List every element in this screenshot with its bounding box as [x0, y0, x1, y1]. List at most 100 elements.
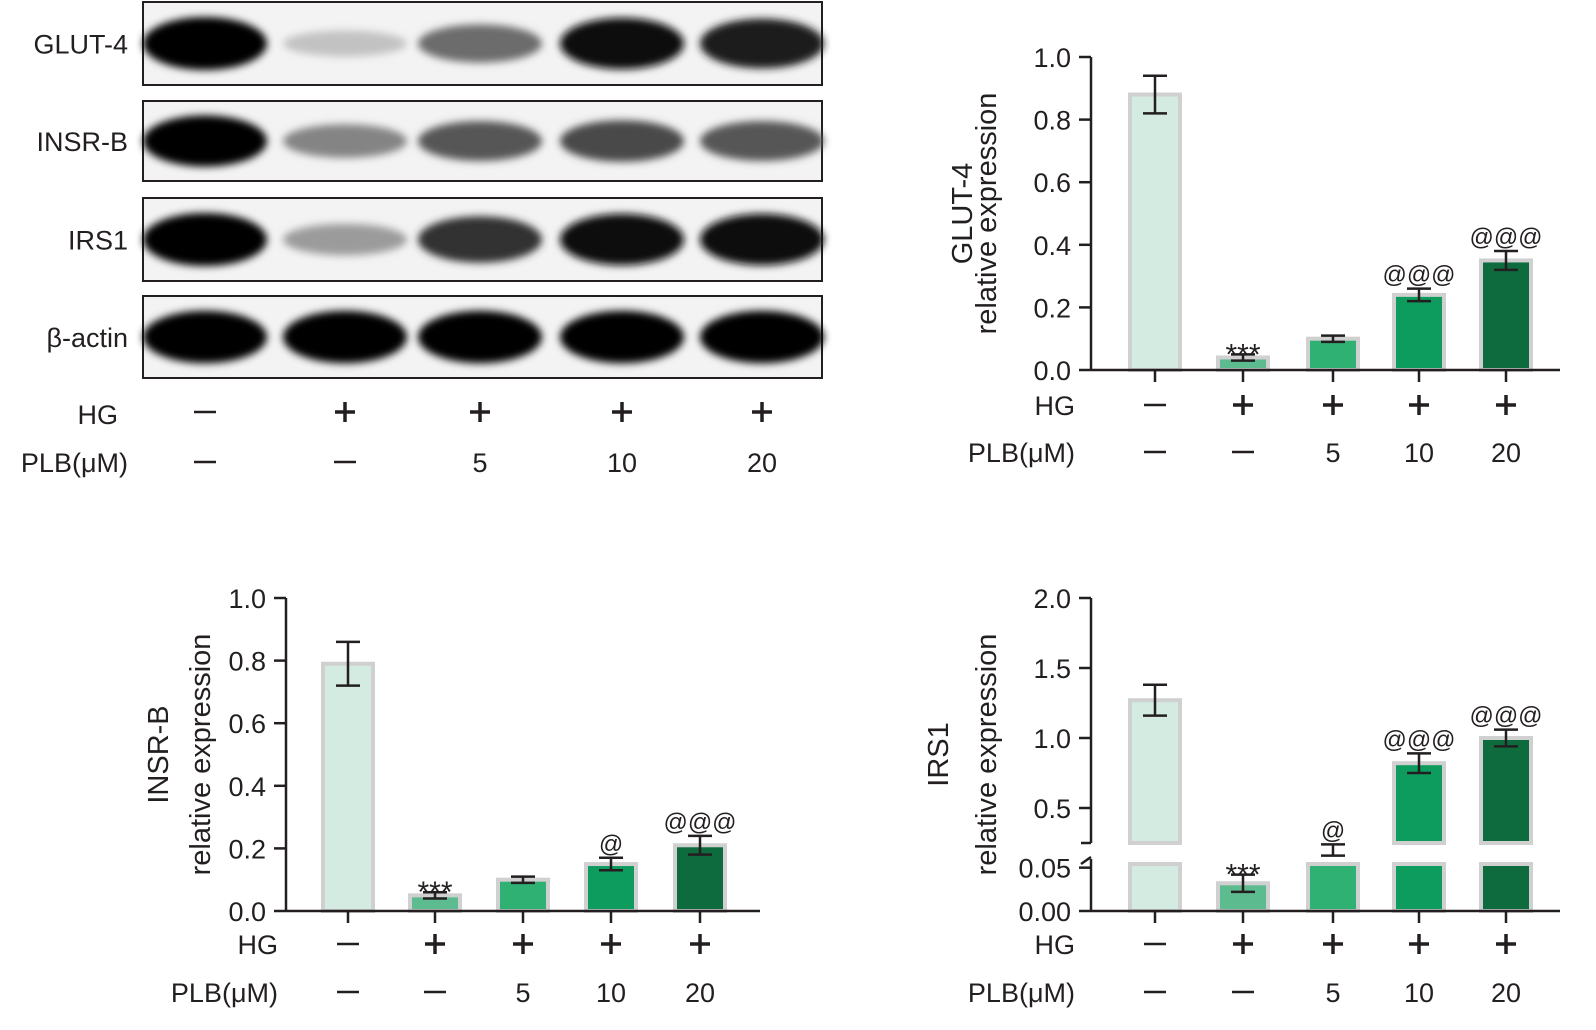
plb-mark-text: 5 — [1325, 438, 1340, 468]
blot-row-1: INSR-B — [36, 100, 824, 182]
y-tick-label: 0.6 — [228, 709, 266, 739]
plb-mark-text: 10 — [1404, 978, 1434, 1008]
y-axis-title: GLUT-4 — [947, 163, 979, 265]
blot-row-3: β-actin — [46, 295, 824, 379]
hg-label: HG — [1035, 391, 1076, 421]
blot-plb-mark-text: 20 — [747, 448, 777, 478]
blot-band — [560, 17, 684, 70]
y-tick-label: 0.8 — [228, 647, 266, 677]
bar — [1392, 862, 1446, 913]
blot-plb-label: PLB(μM) — [21, 448, 128, 478]
significance-label: @ — [599, 831, 623, 858]
bar — [1128, 698, 1182, 846]
y-axis-subtitle: relative expression — [185, 634, 217, 876]
plb-label: PLB(μM) — [968, 438, 1075, 468]
hg-label: HG — [238, 930, 279, 960]
bar — [1479, 736, 1533, 845]
bar — [1128, 92, 1182, 372]
bar — [1479, 862, 1533, 913]
y-tick-label: 0.0 — [228, 897, 266, 927]
blot-row-label: INSR-B — [36, 127, 128, 157]
y-tick-label: 0.05 — [1018, 854, 1071, 884]
plb-mark-text: 20 — [1491, 978, 1521, 1008]
blot-band — [143, 16, 267, 71]
bar — [1128, 862, 1182, 913]
y-tick-label: 0.8 — [1033, 106, 1071, 136]
blot-band — [283, 30, 407, 57]
blot-row-label: β-actin — [46, 323, 128, 353]
y-tick-label: 2.0 — [1033, 584, 1071, 614]
y-tick-label: 0.5 — [1033, 794, 1071, 824]
y-tick-label: 1.5 — [1033, 654, 1071, 684]
y-tick-label: 0.4 — [1033, 231, 1071, 261]
significance-label: @@@ — [663, 809, 736, 836]
y-tick-label: 0.2 — [228, 834, 266, 864]
significance-label: @@@ — [1382, 726, 1455, 753]
blot-plb-mark-text: 10 — [607, 448, 637, 478]
significance-label: @@@ — [1469, 703, 1542, 730]
y-axis-subtitle: relative expression — [971, 93, 1003, 335]
axis-break-mark — [1080, 855, 1092, 866]
blot-row-2: IRS1 — [68, 197, 824, 282]
plb-mark-text: 10 — [596, 978, 626, 1008]
significance-label: *** — [1225, 859, 1260, 892]
blot-row-0: GLUT-4 — [33, 1, 824, 86]
bar — [1306, 336, 1360, 373]
plb-label: PLB(μM) — [171, 978, 278, 1008]
plb-label: PLB(μM) — [968, 978, 1075, 1008]
significance-label: @@@ — [1382, 262, 1455, 289]
bar — [496, 877, 550, 914]
y-tick-label: 0.00 — [1018, 897, 1071, 927]
bar — [1392, 292, 1446, 373]
y-tick-label: 1.0 — [1033, 43, 1071, 73]
blot-plb-mark-text: 5 — [472, 448, 487, 478]
blot-band — [418, 121, 542, 161]
blot-band — [283, 223, 407, 256]
plb-mark-text: 20 — [1491, 438, 1521, 468]
significance-label: *** — [417, 876, 452, 909]
blot-band — [700, 310, 824, 364]
hg-label: HG — [1035, 930, 1076, 960]
blot-band — [700, 18, 824, 69]
blot-band — [560, 213, 684, 266]
bar-chart-2: 0.000.050.51.01.52.0***@@@@@@@IRS1 relati… — [923, 584, 1560, 1008]
y-tick-label: 0.2 — [1033, 293, 1071, 323]
blot-band — [283, 124, 407, 158]
blot-row-label: IRS1 — [68, 226, 128, 256]
bar — [1306, 862, 1360, 913]
y-tick-label: 0.4 — [228, 772, 266, 802]
blot-band — [560, 310, 684, 364]
blot-band — [143, 115, 267, 167]
bar — [1392, 761, 1446, 846]
bar — [321, 661, 375, 913]
blot-band — [143, 310, 267, 364]
y-tick-label: 1.0 — [228, 584, 266, 614]
significance-label: @ — [1321, 817, 1345, 844]
bar-chart-1: 0.00.20.40.60.81.0***@@@@INSR-B relative … — [143, 584, 760, 1008]
blot-band — [700, 121, 824, 161]
blot-row-label: GLUT-4 — [33, 30, 128, 60]
blot-hg-label: HG — [78, 400, 119, 430]
y-axis-subtitle: relative expression — [971, 634, 1003, 876]
significance-label: @@@ — [1469, 224, 1542, 251]
y-tick-label: 1.0 — [1033, 724, 1071, 754]
blot-band — [418, 24, 542, 63]
blot-band — [283, 310, 407, 364]
significance-label: *** — [1225, 338, 1260, 371]
blot-band — [143, 212, 267, 267]
blot-band — [418, 216, 542, 263]
y-axis-title: INSR-B — [143, 705, 175, 803]
y-axis-title: IRS1 — [923, 722, 955, 786]
plb-mark-text: 10 — [1404, 438, 1434, 468]
western-blot: GLUT-4 INSR-B IRS1 β-actin HG PLB(μM) 5 10 20 — [21, 1, 824, 478]
plb-mark-text: 5 — [515, 978, 530, 1008]
y-tick-label: 0.0 — [1033, 356, 1071, 386]
blot-band — [418, 310, 542, 364]
plb-mark-text: 20 — [685, 978, 715, 1008]
blot-band — [700, 213, 824, 266]
bar-chart-0: 0.0 0.2 0.4 0.6 0.8 1.0 *** @@@ @@@ GLUT-4relativ… — [947, 43, 1560, 468]
plb-mark-text: 5 — [1325, 978, 1340, 1008]
bar — [1479, 258, 1533, 373]
blot-band — [560, 120, 684, 162]
